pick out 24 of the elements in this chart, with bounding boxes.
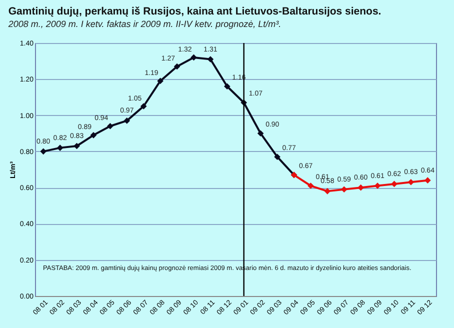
point: [56, 144, 64, 151]
point: [324, 188, 331, 194]
point: [408, 178, 414, 186]
chart-subtitle: 2008 m., 2009 m. I ketv. faktas ir 2009 m. II-IV ketv. prognozė, Lt/m³.: [7, 19, 282, 29]
point: [40, 148, 47, 155]
point: [157, 78, 164, 84]
point: [391, 180, 398, 188]
point: [340, 186, 348, 193]
point: [358, 184, 364, 191]
point: [207, 56, 214, 62]
point: [140, 103, 147, 110]
point: [257, 130, 264, 137]
point: [107, 122, 114, 130]
point: [74, 142, 80, 150]
point: [374, 182, 381, 189]
chart-title: Gamtinių dujų, perkamų iš Rusijos, kaina ant Lietuvos-Baltarusijos sienos.: [8, 6, 382, 18]
point: [424, 177, 431, 184]
point: [190, 54, 197, 61]
point: [274, 154, 280, 160]
point: [224, 83, 230, 90]
point: [124, 118, 130, 124]
point: [174, 63, 180, 70]
point: [90, 132, 97, 138]
point: [308, 182, 314, 189]
